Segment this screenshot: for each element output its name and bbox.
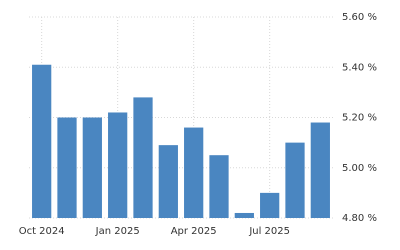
bar — [158, 145, 178, 218]
bar — [184, 127, 204, 218]
bar — [209, 155, 229, 218]
x-tick-label: Jul 2025 — [248, 226, 290, 237]
bar — [234, 212, 254, 218]
bar — [285, 142, 305, 218]
x-tick-label: Oct 2024 — [19, 226, 65, 237]
bar — [32, 64, 52, 218]
y-tick-label: 5.40 % — [342, 62, 377, 73]
bar — [310, 122, 330, 218]
x-tick-label: Jan 2025 — [95, 226, 140, 237]
y-tick-label: 5.00 % — [342, 163, 377, 174]
bar — [57, 117, 77, 218]
y-tick-label: 5.60 % — [342, 12, 377, 23]
bar — [82, 117, 102, 218]
bar — [108, 112, 128, 218]
y-tick-label: 4.80 % — [342, 213, 377, 224]
y-tick-label: 5.20 % — [342, 113, 377, 124]
x-tick-label: Apr 2025 — [171, 226, 217, 237]
bar — [133, 97, 153, 218]
bar — [260, 192, 280, 218]
